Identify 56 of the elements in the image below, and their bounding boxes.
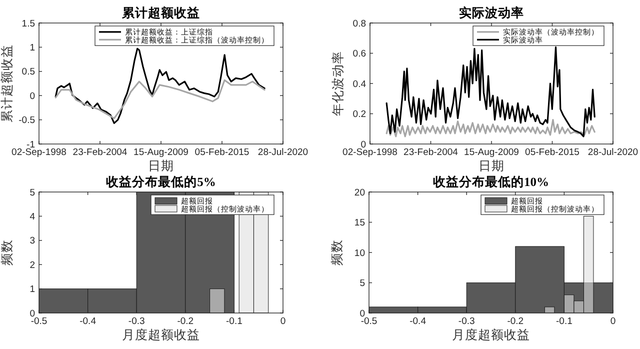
x-tick-label: 0 <box>280 316 286 327</box>
x-tick-label: 02-Sep-1998 <box>342 147 398 158</box>
x-tick-label: 15-Aug-2009 <box>464 147 519 158</box>
y-tick-label: 10 <box>354 248 365 259</box>
y-tick-label: 0.4 <box>352 78 366 90</box>
line-series <box>386 46 596 138</box>
y-tick-label: 5 <box>30 187 35 198</box>
y-tick-label: 20 <box>354 187 365 198</box>
y-tick-label: 0 <box>360 308 365 320</box>
x-axis-title: 月度超额收益 <box>122 327 200 342</box>
x-tick-label: -0.4 <box>410 316 426 327</box>
y-tick-label: 1 <box>30 42 35 54</box>
y-tick-label: -0.5 <box>18 115 35 126</box>
x-axis-title: 月度超额收益 <box>452 327 530 342</box>
y-tick-label: 0 <box>30 90 35 102</box>
x-tick-label: 02-Sep-1998 <box>12 147 66 158</box>
x-tick-label: -0.1 <box>556 316 572 327</box>
chart-title: 收益分布最低的5% <box>106 175 216 189</box>
x-tick-label: -0.2 <box>507 316 524 327</box>
x-tick-label: -0.4 <box>80 316 96 327</box>
y-tick-label: 1 <box>30 284 35 296</box>
y-tick-label: 3 <box>30 236 35 247</box>
line-series <box>54 79 266 120</box>
y-tick-label: 0.2 <box>352 109 366 120</box>
y-tick-label: 0.6 <box>352 48 366 60</box>
x-tick-label: -0.2 <box>177 316 194 327</box>
x-tick-label: 23-Feb-2004 <box>72 147 128 158</box>
x-tick-label: 05-Feb-2015 <box>525 147 580 158</box>
y-axis-title: 频数 <box>330 240 344 266</box>
y-tick-label: 5 <box>360 278 365 290</box>
y-tick-label: 2 <box>30 260 35 271</box>
y-axis-title: 累计超额收益 <box>0 44 14 122</box>
y-axis-title: 频数 <box>0 240 14 266</box>
y-tick-label: 0.5 <box>22 66 35 78</box>
x-tick-label: 0 <box>610 316 616 327</box>
x-tick-label: -0.3 <box>458 316 475 327</box>
y-tick-label: 1.5 <box>22 18 35 30</box>
x-tick-label: 23-Feb-2004 <box>404 147 458 158</box>
x-tick-label: -0.1 <box>226 316 242 327</box>
y-tick-label: 0 <box>30 308 35 320</box>
chart-title: 累计超额收益 <box>121 5 200 20</box>
x-tick-label: 15-Aug-2009 <box>134 147 188 158</box>
x-axis-title: 日期 <box>478 159 504 173</box>
x-tick-label: 28-Jul-2020 <box>588 147 638 158</box>
chart-title: 收益分布最低的10% <box>433 175 549 189</box>
x-tick-label: 05-Feb-2015 <box>194 147 250 158</box>
chart-title: 实际波动率 <box>459 5 524 20</box>
x-tick-label: -0.3 <box>128 316 145 327</box>
y-tick-label: 15 <box>354 218 365 229</box>
line-series <box>54 48 266 124</box>
x-tick-label: 28-Jul-2020 <box>258 147 308 158</box>
y-tick-label: 4 <box>30 212 35 222</box>
y-tick-label: 0.8 <box>352 18 366 30</box>
x-axis-title: 日期 <box>148 159 174 173</box>
y-axis-title: 年化波动率 <box>330 51 345 116</box>
line-series <box>386 119 596 138</box>
